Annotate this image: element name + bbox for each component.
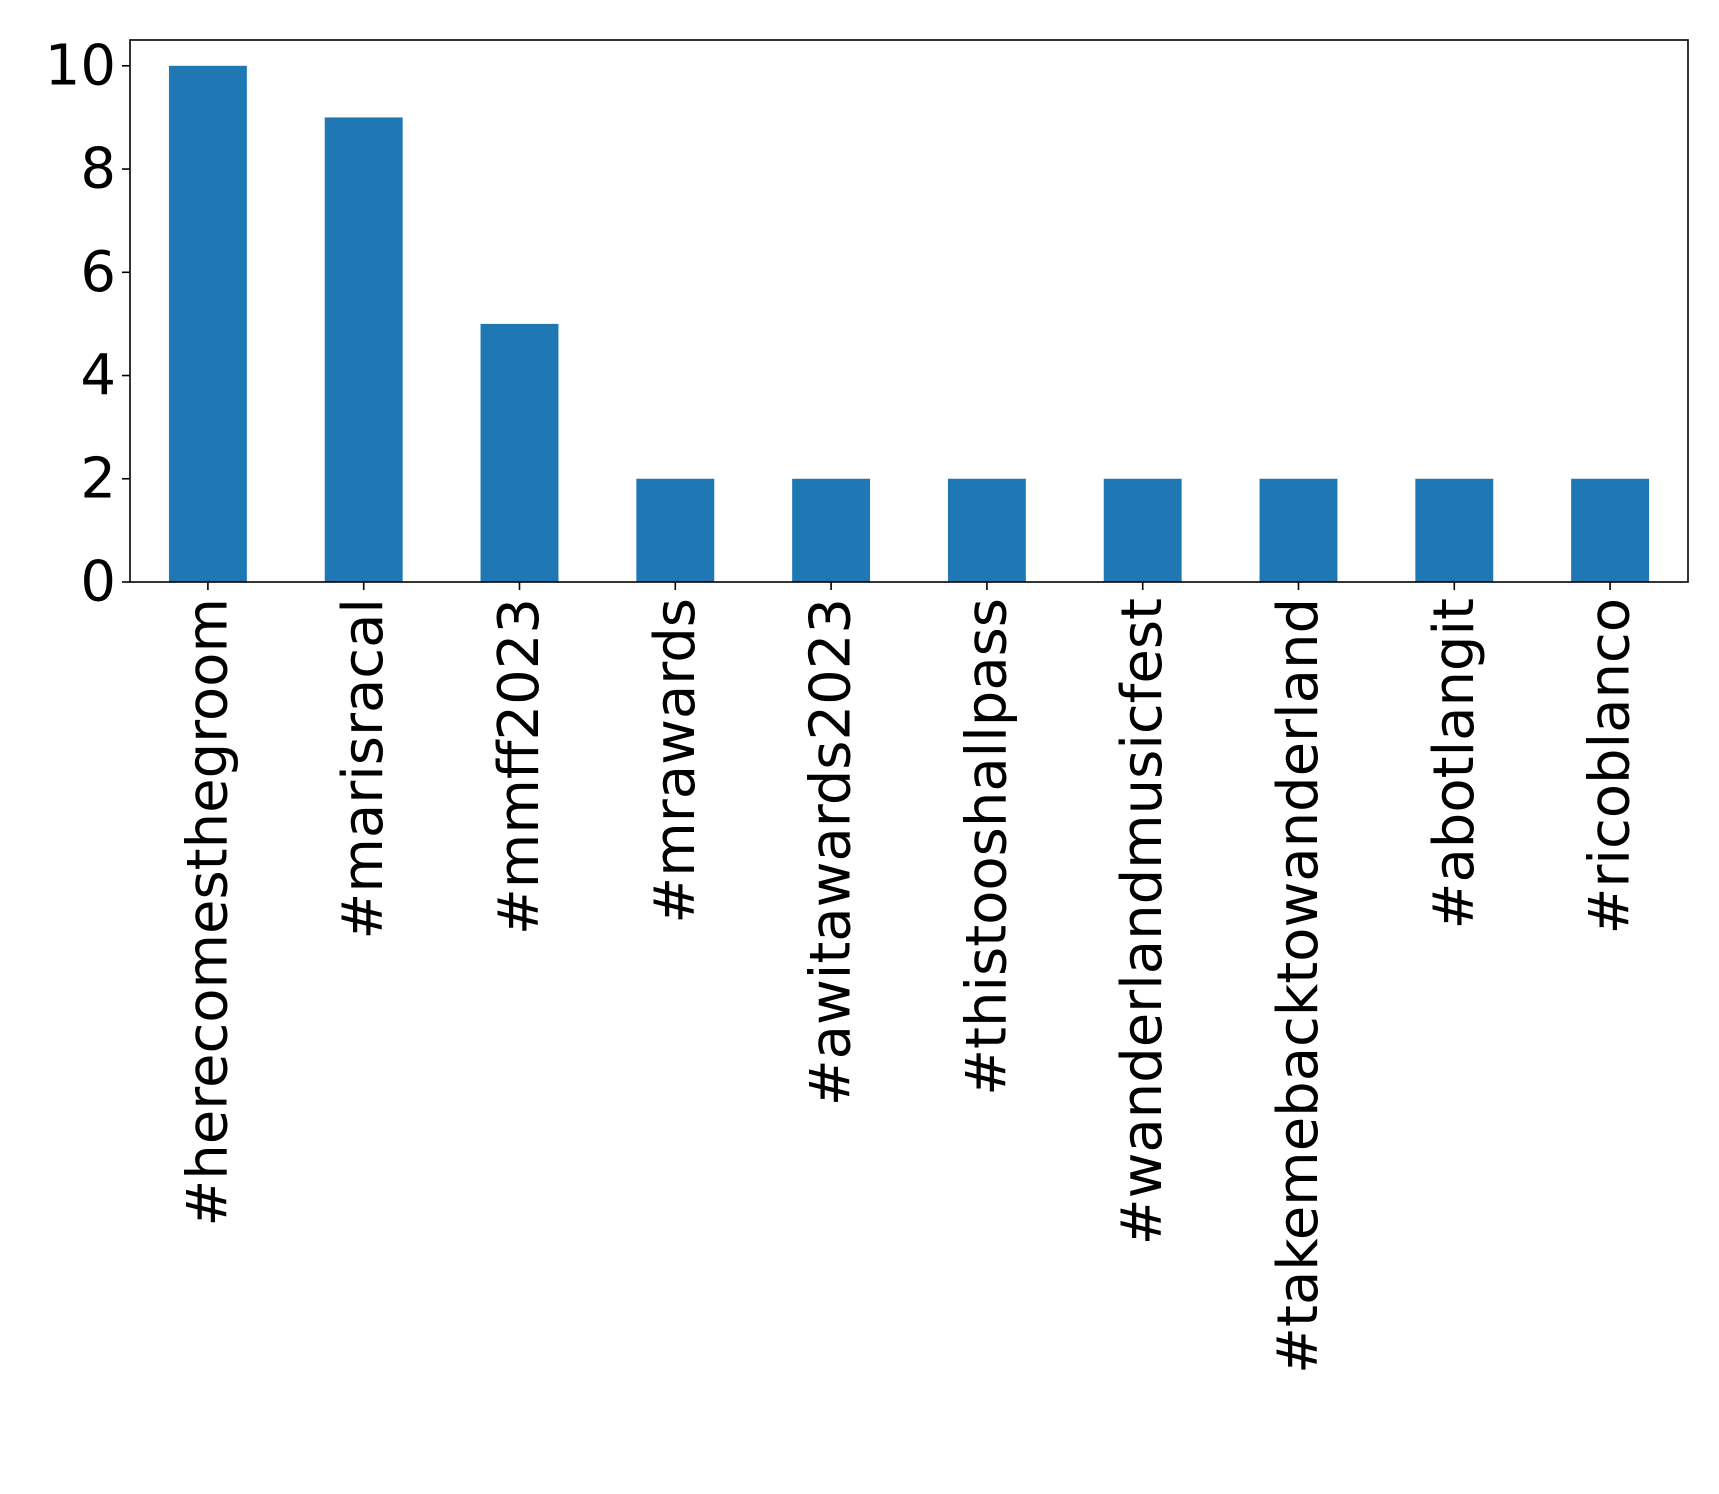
x-tick-label: #takemebacktowanderland: [1266, 598, 1331, 1374]
x-tick-label: #wanderlandmusicfest: [1110, 598, 1175, 1245]
plot-frame: [129, 39, 1689, 583]
bar-7: [1259, 478, 1338, 582]
bar-8: [1415, 478, 1494, 582]
bar-3: [636, 478, 715, 582]
x-tick-label: #abotlangit: [1422, 598, 1487, 929]
x-tick-label: #marisracal: [331, 598, 396, 940]
x-tick-label: #awitawards2023: [799, 598, 864, 1106]
x-axis: #herecomesthegroom #marisracal #mmff2023 #m…: [175, 582, 1643, 1374]
x-tick-label: #mrawards: [643, 598, 708, 924]
y-tick-label: 6: [80, 240, 116, 305]
y-tick-label: 2: [80, 446, 116, 511]
bar-2: [480, 323, 559, 582]
x-tick-label: #herecomesthegroom: [175, 598, 240, 1227]
x-tick-label: #mmff2023: [487, 598, 552, 935]
bar-5: [947, 478, 1026, 582]
y-tick-label: 4: [80, 343, 116, 408]
bar-6: [1103, 478, 1182, 582]
y-axis: 0 2 4 6 8 10: [45, 33, 130, 615]
x-tick-label: #ricoblanco: [1578, 598, 1643, 935]
y-tick-label: 0: [80, 550, 116, 615]
bar-9: [1571, 478, 1650, 582]
bar-1: [324, 117, 403, 582]
bar-0: [168, 65, 247, 583]
bar-4: [792, 478, 871, 582]
y-tick-label: 8: [80, 137, 116, 202]
bars: [168, 65, 1650, 583]
x-tick-label: #thistooshallpass: [954, 598, 1019, 1096]
y-tick-label: 10: [45, 33, 116, 98]
